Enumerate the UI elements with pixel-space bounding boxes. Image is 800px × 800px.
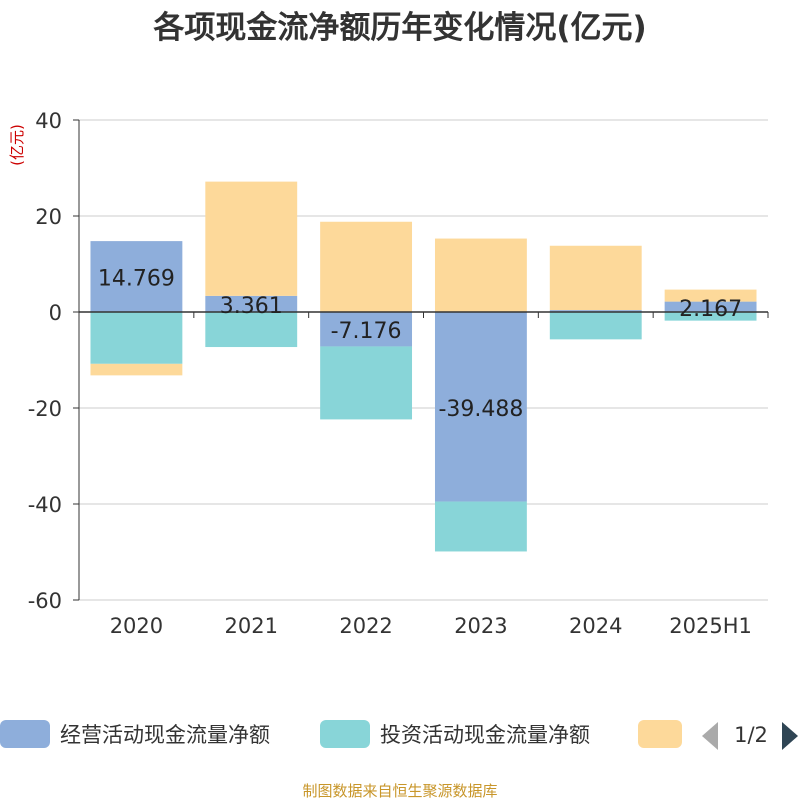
- x-tick-label: 2022: [339, 614, 392, 638]
- y-axis-unit: (亿元): [8, 124, 26, 166]
- bar-segment-0-2023: [434, 312, 527, 502]
- y-tick-label: -20: [28, 397, 62, 421]
- y-tick-label: -60: [28, 589, 62, 613]
- x-tick-label: 2020: [110, 614, 163, 638]
- data-label: -7.176: [331, 319, 402, 344]
- bar-segment-1-2023: [434, 501, 527, 552]
- legend-label-investing[interactable]: 投资活动现金流量净额: [380, 723, 590, 747]
- bar-segment-2-2025H1: [664, 289, 757, 302]
- data-source-note: 制图数据来自恒生聚源数据库: [302, 782, 497, 800]
- x-tick-label: 2023: [454, 614, 507, 638]
- bar-segment-1-2021: [205, 312, 298, 348]
- legend-prev-page-icon[interactable]: [702, 722, 718, 750]
- bar-segment-2-2021: [205, 181, 298, 296]
- axes: [78, 120, 769, 600]
- data-label: 14.769: [98, 267, 175, 292]
- bar-segment-2-2023: [434, 238, 527, 312]
- bar-segment-0-2021: [205, 295, 298, 312]
- bar-segment-2-2024: [549, 245, 642, 311]
- bar-segment-2-2022: [320, 221, 413, 312]
- chart-title: 各项现金流净额历年变化情况(亿元): [152, 10, 646, 46]
- bar-segment-0-2022: [320, 312, 413, 347]
- bar-segment-1-2025H1: [664, 312, 757, 321]
- x-tick-label: 2024: [569, 614, 622, 638]
- legend-swatch-operating[interactable]: [0, 720, 50, 748]
- bar-segment-0-2020: [90, 241, 183, 312]
- legend-page-indicator: 1/2: [734, 723, 768, 747]
- data-label: -39.488: [438, 397, 523, 422]
- bar-segment-1-2024: [549, 312, 642, 340]
- bar-segment-1-2020: [90, 312, 183, 364]
- data-label: 3.361: [220, 294, 283, 319]
- y-tick-label: -40: [28, 493, 62, 517]
- bar-segment-2-2020: [90, 363, 183, 376]
- grid-lines: [73, 119, 768, 601]
- y-tick-label: 40: [35, 109, 62, 133]
- y-tick-labels: 40 20 0 -20 -40 -60: [28, 109, 62, 613]
- x-tick-label: 2025H1: [669, 614, 752, 638]
- bar-segment-0-2025H1: [664, 301, 757, 312]
- bar-segment-0-2024: [549, 310, 642, 312]
- legend-label-operating[interactable]: 经营活动现金流量净额: [60, 723, 270, 747]
- y-tick-label: 0: [49, 301, 62, 325]
- legend: 经营活动现金流量净额 投资活动现金流量净额 1/2: [0, 720, 798, 750]
- data-labels: 14.769 3.361 -7.176 -39.488 2.167: [98, 267, 742, 422]
- x-tick-label: 2021: [225, 614, 278, 638]
- y-tick-label: 20: [35, 205, 62, 229]
- legend-swatch-financing[interactable]: [638, 720, 682, 748]
- x-tick-labels: 2020 2021 2022 2023 2024 2025H1: [110, 614, 752, 638]
- bar-segment-1-2022: [320, 346, 413, 420]
- legend-swatch-investing[interactable]: [320, 720, 370, 748]
- data-label: 2.167: [679, 297, 742, 322]
- legend-next-page-icon[interactable]: [782, 722, 798, 750]
- bar-series: [90, 181, 757, 552]
